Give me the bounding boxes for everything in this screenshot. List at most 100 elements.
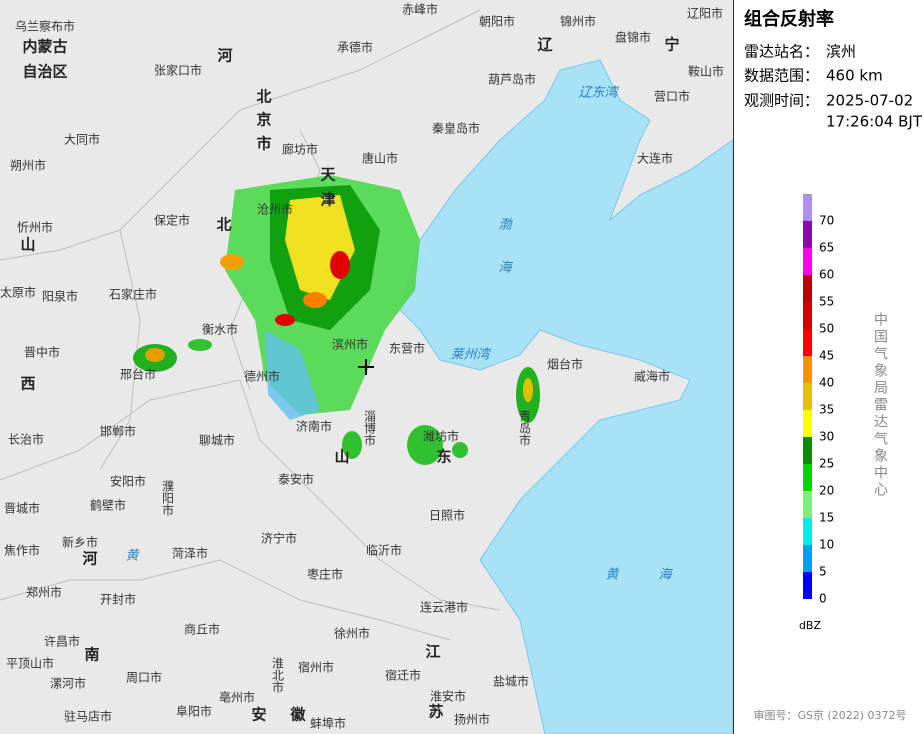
map-label: 津 xyxy=(320,191,335,209)
map-label: 徐州市 xyxy=(334,626,370,641)
map-label: 聊城市 xyxy=(199,433,235,448)
map-label: 盐城市 xyxy=(493,674,529,689)
legend-swatch xyxy=(803,464,812,491)
map-label: 保定市 xyxy=(154,213,190,228)
map-label: 焦作市 xyxy=(4,543,40,558)
map-label: 开封市 xyxy=(100,592,136,607)
value: 460 km xyxy=(826,67,883,85)
map-label: 连云港市 xyxy=(420,600,468,615)
map-label: 日照市 xyxy=(429,508,465,523)
map-label: 德州市 xyxy=(244,369,280,384)
map-label: 南 xyxy=(84,646,99,664)
legend-swatch xyxy=(803,356,812,383)
map-label: 京 xyxy=(256,111,271,129)
map-label: 内蒙古 xyxy=(22,38,67,56)
legend-tick-label: 45 xyxy=(819,349,834,363)
map-label: 渤 xyxy=(498,218,513,233)
map-label: 朝阳市 xyxy=(479,14,515,29)
map-label: 徽 xyxy=(289,706,306,724)
radar-site xyxy=(358,359,374,375)
map-label: 唐山市 xyxy=(362,151,398,166)
map-label: 济宁市 xyxy=(261,531,297,546)
map-label: 滨州市 xyxy=(332,337,368,352)
map-label: 鞍山市 xyxy=(688,64,724,79)
label: 数据范围： xyxy=(744,67,819,85)
map-label: 长治市 xyxy=(8,432,44,447)
map-label: 承德市 xyxy=(337,40,373,55)
legend-tick-label: 30 xyxy=(819,430,834,444)
map-label: 河 xyxy=(82,550,97,568)
map-label: 盘锦市 xyxy=(615,30,651,45)
map-label: 莱州湾 xyxy=(450,347,491,363)
label: 观测时间： xyxy=(744,92,819,110)
map-label: 辽东湾 xyxy=(578,85,619,101)
map-label: 菏泽市 xyxy=(172,546,208,561)
map-label: 沧州市 xyxy=(257,202,293,217)
legend-swatch xyxy=(803,248,812,275)
map-label: 鹤壁市 xyxy=(90,498,126,513)
value: 滨州 xyxy=(826,43,856,61)
map-label: 泰安市 xyxy=(278,472,314,487)
map-label: 晋城市 xyxy=(4,501,40,516)
legend-tick-label: 60 xyxy=(819,268,834,282)
map-label: 山 xyxy=(20,236,35,254)
legend-swatch xyxy=(803,221,812,248)
legend-tick-label: 55 xyxy=(819,295,834,309)
map-label: 威海市 xyxy=(634,369,670,384)
radar-echo xyxy=(133,175,540,465)
legend-tick-label: 25 xyxy=(819,457,834,471)
map-label: 商丘市 xyxy=(184,622,220,637)
map-label: 漯河市 xyxy=(50,676,86,691)
map-label: 淮安市 xyxy=(430,689,466,704)
map-label: 石家庄市 xyxy=(109,287,157,302)
map-label: 淮北市 xyxy=(271,657,285,693)
map-label: 亳州市 xyxy=(219,690,255,705)
map-label: 太原市 xyxy=(0,285,36,300)
map-label: 乌兰察布市 xyxy=(15,19,75,34)
map-label: 北 xyxy=(216,216,231,234)
map-label: 蚌埠市 xyxy=(310,716,346,731)
legend-tick-label: 40 xyxy=(819,376,834,390)
map-label: 大同市 xyxy=(64,132,100,147)
map-label: 朔州市 xyxy=(10,158,46,173)
map-label: 北 xyxy=(256,88,271,106)
map-label: 邢台市 xyxy=(120,367,156,382)
map-label: 忻州市 xyxy=(17,220,53,235)
map-label: 河 xyxy=(217,47,232,65)
map-label: 天 xyxy=(320,166,336,184)
legend-tick-label: 0 xyxy=(819,592,827,606)
legend-tick-label: 65 xyxy=(819,241,834,255)
map-label: 宁 xyxy=(664,36,679,54)
map-label: 江 xyxy=(425,643,440,661)
map-label: 宿州市 xyxy=(298,660,334,675)
legend-tick-label: 50 xyxy=(819,322,834,336)
legend-tick-label: 5 xyxy=(819,565,827,579)
legend-tick-label: 35 xyxy=(819,403,834,417)
label: 雷达站名： xyxy=(744,43,819,61)
map-label: 衡水市 xyxy=(202,322,238,337)
legend-swatch xyxy=(803,491,812,518)
legend-unit: dBZ xyxy=(799,619,822,632)
org: 中国气象局雷达气象中心 xyxy=(872,312,888,499)
map-label: 驻马店市 xyxy=(64,709,112,724)
map-label: 扬州市 xyxy=(454,712,490,727)
legend-swatch xyxy=(803,410,812,437)
map-label: 邯郸市 xyxy=(100,424,136,439)
map-label: 东营市 xyxy=(389,341,425,356)
map-label: 青岛市 xyxy=(518,410,532,446)
map-label: 西 xyxy=(20,375,35,393)
legend-swatch xyxy=(803,329,812,356)
map-label: 安 xyxy=(251,706,266,724)
map-label: 自治区 xyxy=(22,63,67,81)
map-label: 潍坊市 xyxy=(423,429,459,444)
map-label: 海 xyxy=(658,568,673,583)
map-label: 枣庄市 xyxy=(307,567,343,582)
legend-swatch xyxy=(803,437,812,464)
legend-swatch xyxy=(803,572,812,599)
legend-swatch xyxy=(803,194,812,221)
map-label: 市 xyxy=(256,135,271,153)
legend-swatch xyxy=(803,275,812,302)
map-label: 廊坊市 xyxy=(282,142,318,157)
legend-tick-label: 15 xyxy=(819,511,834,525)
map-label: 锦州市 xyxy=(560,14,596,29)
